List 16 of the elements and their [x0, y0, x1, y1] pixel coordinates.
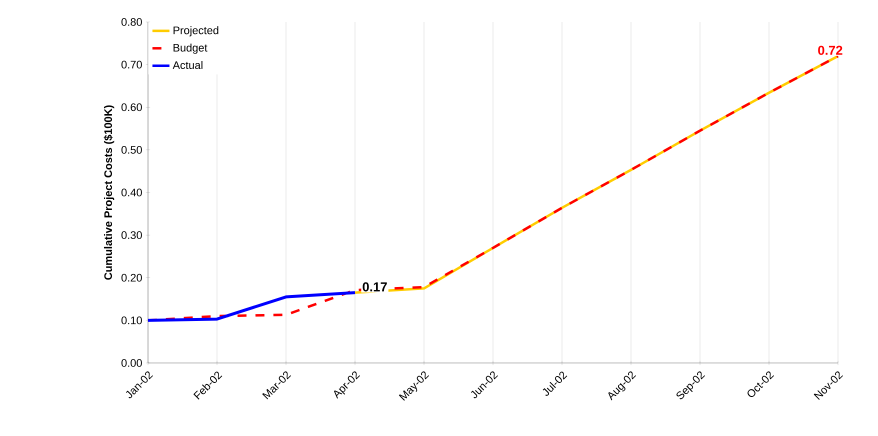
- y-tick-label: 0.30: [121, 231, 142, 239]
- y-axis-title: Cumulative Project Costs ($100K): [104, 105, 114, 280]
- y-tick-label: 0.20: [121, 274, 142, 282]
- y-tick-label: 0.00: [121, 359, 142, 367]
- legend-label: Budget: [174, 44, 208, 54]
- y-tick-label: 0.80: [121, 18, 142, 26]
- y-tick-label: 0.70: [121, 60, 142, 68]
- y-tick-label: 0.40: [121, 188, 142, 196]
- line-series: [146, 291, 357, 322]
- legend-label: Projected: [174, 26, 218, 36]
- y-tick-label: 0.50: [121, 146, 142, 154]
- data-label: 0.17: [362, 282, 387, 292]
- data-label: 0.72: [818, 46, 842, 55]
- y-tick-label: 0.10: [121, 316, 142, 324]
- y-tick-label: 0.60: [121, 103, 142, 112]
- legend-label: Actual: [172, 60, 202, 70]
